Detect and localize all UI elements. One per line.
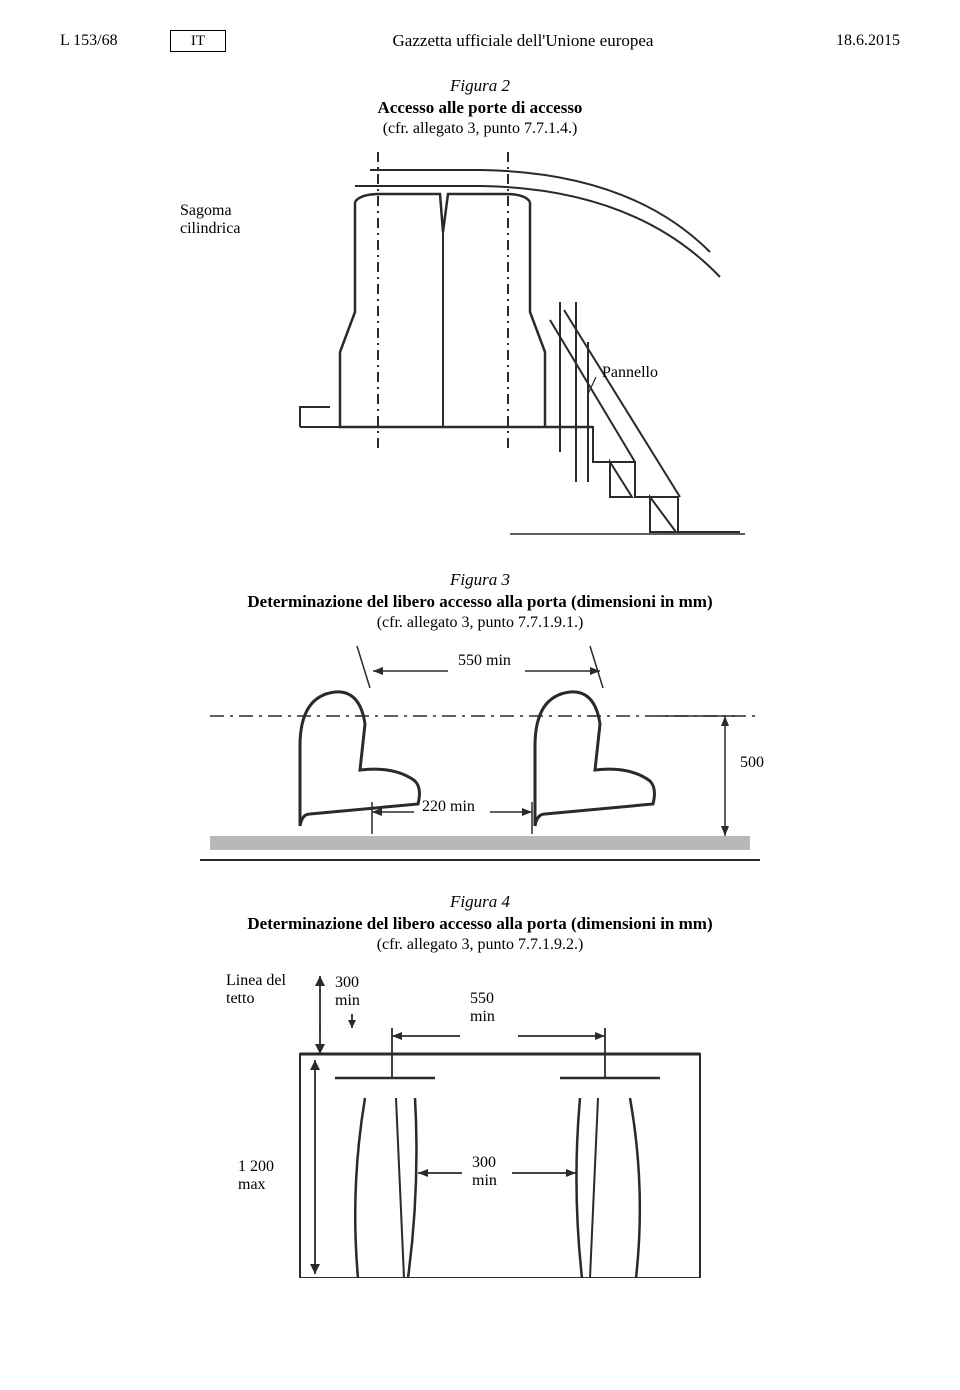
language-box: IT	[170, 30, 226, 52]
figure-3-ref: (cfr. allegato 3, punto 7.7.1.9.1.)	[60, 614, 900, 632]
label-linea-tetto: Linea deltetto	[226, 972, 286, 1007]
label-sagoma: Sagomacilindrica	[180, 202, 240, 239]
figure-2-diagram: Sagomacilindrica Pannello	[180, 152, 780, 552]
journal-title: Gazzetta ufficiale dell'Unione europea	[266, 31, 780, 51]
label-pannello: Pannello	[602, 364, 658, 382]
figure-4-block: Figura 4 Determinazione del libero acces…	[60, 892, 900, 954]
figure-2-ref: (cfr. allegato 3, punto 7.7.1.4.)	[60, 120, 900, 138]
page: L 153/68 IT Gazzetta ufficiale dell'Unio…	[0, 0, 960, 1390]
label-500: 500	[740, 754, 764, 772]
figure-4-diagram: Linea deltetto 300min 550min 1 200max 30…	[160, 968, 800, 1278]
figure-4-title: Determinazione del libero accesso alla p…	[60, 914, 900, 934]
label-1200-max: 1 200max	[238, 1158, 274, 1193]
label-550-fig4: 550min	[470, 990, 495, 1025]
header-date: 18.6.2015	[780, 32, 900, 50]
label-550-min: 550 min	[458, 652, 511, 670]
figure-4-number: Figura 4	[60, 892, 900, 912]
label-300-top: 300min	[335, 974, 360, 1009]
figure-2-block: Figura 2 Accesso alle porte di accesso (…	[60, 76, 900, 138]
figure-4-ref: (cfr. allegato 3, punto 7.7.1.9.2.)	[60, 936, 900, 954]
figure-3-number: Figura 3	[60, 570, 900, 590]
figure-3-title: Determinazione del libero accesso alla p…	[60, 592, 900, 612]
figure-3-block: Figura 3 Determinazione del libero acces…	[60, 570, 900, 632]
figure-2-number: Figura 2	[60, 76, 900, 96]
figure-2-svg	[180, 152, 780, 552]
figure-3-diagram: 550 min 220 min 500	[160, 646, 800, 876]
figure-3-svg	[160, 646, 800, 876]
label-300-gap: 300min	[472, 1154, 497, 1189]
figure-2-title: Accesso alle porte di accesso	[60, 98, 900, 118]
page-header: L 153/68 IT Gazzetta ufficiale dell'Unio…	[60, 28, 900, 54]
page-number: L 153/68	[60, 32, 170, 50]
label-220-min: 220 min	[422, 798, 475, 816]
